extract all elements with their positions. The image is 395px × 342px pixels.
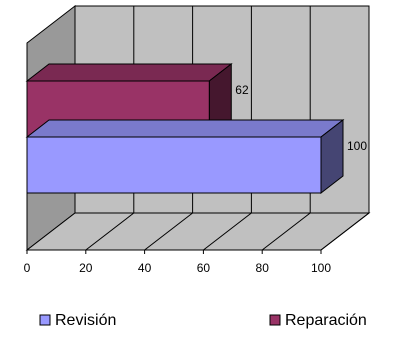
gridline-floor [320, 212, 370, 251]
data-label: 100 [347, 139, 367, 153]
floor [25, 212, 371, 251]
legend-label: Revisión [55, 312, 116, 329]
gridline-floor [144, 212, 193, 251]
x-tick-label: 0 [24, 261, 31, 275]
x-tick-label: 20 [79, 261, 93, 275]
legend-label: Reparación [285, 312, 367, 329]
bar-revision [26, 136, 322, 194]
gridline-floor [261, 212, 311, 251]
x-tick-label: 40 [138, 261, 152, 275]
legend-swatch [39, 314, 51, 326]
bar-top-face [25, 119, 345, 138]
gridline-floor [85, 212, 135, 251]
gridline-floor [203, 212, 252, 251]
x-tick-label: 100 [311, 261, 331, 275]
x-tick-label: 80 [256, 261, 270, 275]
x-tick-label: 60 [197, 261, 211, 275]
legend-swatch [269, 314, 281, 326]
data-label: 62 [235, 83, 249, 97]
bar-top-face [25, 63, 233, 82]
